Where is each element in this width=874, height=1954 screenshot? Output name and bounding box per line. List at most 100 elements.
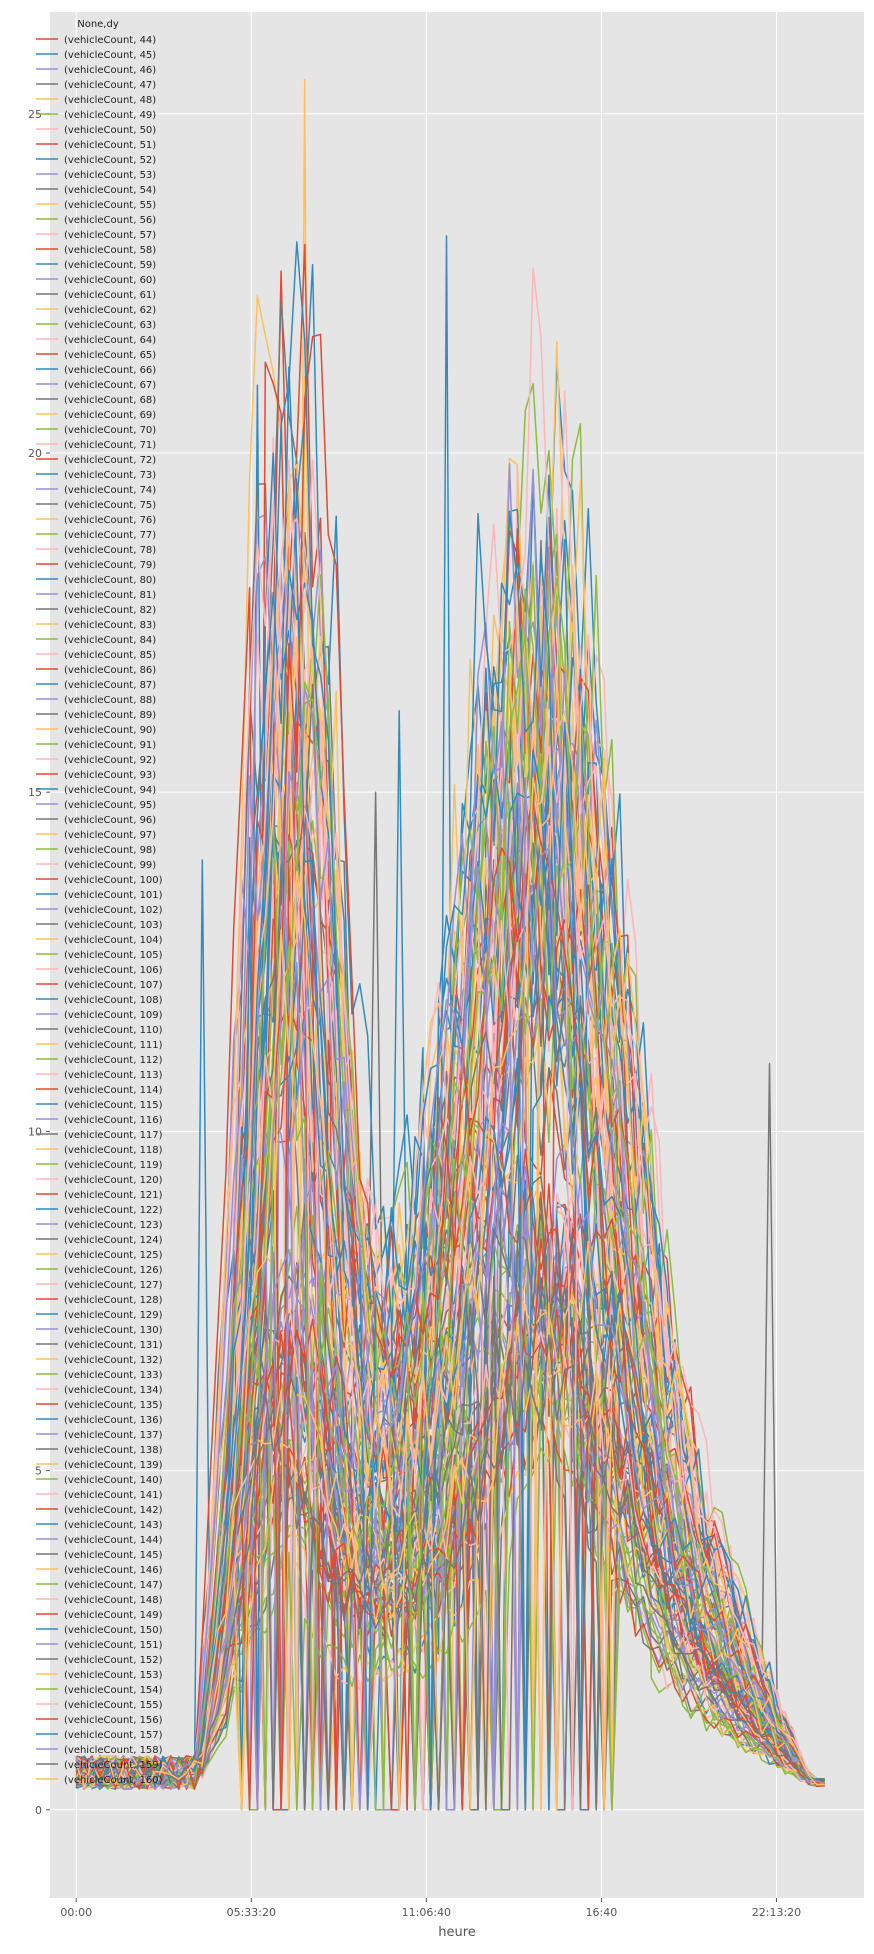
legend-entry-115: (vehicleCount, 115) (64, 1100, 163, 1111)
legend-entry-152: (vehicleCount, 152) (64, 1655, 163, 1666)
legend-entry-62: (vehicleCount, 62) (64, 305, 156, 316)
legend-entry-93: (vehicleCount, 93) (64, 770, 156, 781)
legend-entry-148: (vehicleCount, 148) (64, 1595, 163, 1606)
series-line-151 (75, 463, 825, 1790)
legend-entry-126: (vehicleCount, 126) (64, 1265, 163, 1276)
legend-entry-69: (vehicleCount, 69) (64, 410, 156, 421)
legend-entry-120: (vehicleCount, 120) (64, 1175, 163, 1186)
legend-entry-77: (vehicleCount, 77) (64, 530, 156, 541)
legend-entry-113: (vehicleCount, 113) (64, 1070, 163, 1081)
legend-entry-128: (vehicleCount, 128) (64, 1295, 163, 1306)
series-line-154 (76, 577, 825, 1811)
legend-entry-54: (vehicleCount, 54) (64, 185, 156, 196)
series-line-150 (75, 366, 825, 1811)
legend-entry-103: (vehicleCount, 103) (64, 920, 163, 931)
legend-entry-142: (vehicleCount, 142) (64, 1505, 163, 1516)
legend-entry-125: (vehicleCount, 125) (64, 1250, 163, 1261)
legend-entry-112: (vehicleCount, 112) (64, 1055, 163, 1066)
legend-entry-91: (vehicleCount, 91) (64, 740, 156, 751)
x-tick-label: 05:33:20 (227, 1906, 276, 1919)
legend-entry-58: (vehicleCount, 58) (64, 245, 156, 256)
series-lines (75, 79, 826, 1811)
legend-entry-136: (vehicleCount, 136) (64, 1415, 163, 1426)
legend-entry-95: (vehicleCount, 95) (64, 800, 156, 811)
legend-entry-130: (vehicleCount, 130) (64, 1325, 163, 1336)
x-tick-label: 00:00 (60, 1906, 92, 1919)
legend-entry-155: (vehicleCount, 155) (64, 1700, 163, 1711)
legend-entry-90: (vehicleCount, 90) (64, 725, 156, 736)
legend-entry-81: (vehicleCount, 81) (64, 590, 156, 601)
legend-entry-92: (vehicleCount, 92) (64, 755, 156, 766)
legend-entry-131: (vehicleCount, 131) (64, 1340, 163, 1351)
legend-entry-143: (vehicleCount, 143) (64, 1520, 163, 1531)
series-line-160 (75, 710, 825, 1811)
legend-entry-82: (vehicleCount, 82) (64, 605, 156, 616)
legend-entry-146: (vehicleCount, 146) (64, 1565, 163, 1576)
legend-entry-134: (vehicleCount, 134) (64, 1385, 163, 1396)
legend-entry-147: (vehicleCount, 147) (64, 1580, 163, 1591)
legend: None,dy (vehicleCount, 44) (vehicleCount,… (36, 19, 163, 1786)
legend-entry-139: (vehicleCount, 139) (64, 1460, 163, 1471)
legend-entry-109: (vehicleCount, 109) (64, 1010, 163, 1021)
legend-entry-97: (vehicleCount, 97) (64, 830, 156, 841)
legend-entry-159: (vehicleCount, 159) (64, 1760, 163, 1771)
legend-entry-160: (vehicleCount, 160) (64, 1775, 163, 1786)
legend-entry-122: (vehicleCount, 122) (64, 1205, 163, 1216)
legend-entry-68: (vehicleCount, 68) (64, 395, 156, 406)
legend-entry-76: (vehicleCount, 76) (64, 515, 156, 526)
legend-entry-80: (vehicleCount, 80) (64, 575, 156, 586)
legend-entry-104: (vehicleCount, 104) (64, 935, 163, 946)
legend-entry-100: (vehicleCount, 100) (64, 875, 163, 886)
legend-entry-63: (vehicleCount, 63) (64, 320, 156, 331)
legend-entry-89: (vehicleCount, 89) (64, 710, 156, 721)
legend-entry-55: (vehicleCount, 55) (64, 200, 156, 211)
legend-entry-158: (vehicleCount, 158) (64, 1745, 163, 1756)
legend-entry-145: (vehicleCount, 145) (64, 1550, 163, 1561)
legend-entry-83: (vehicleCount, 83) (64, 620, 156, 631)
legend-entry-71: (vehicleCount, 71) (64, 440, 156, 451)
legend-entry-117: (vehicleCount, 117) (64, 1130, 163, 1141)
legend-entry-107: (vehicleCount, 107) (64, 980, 163, 991)
legend-entry-135: (vehicleCount, 135) (64, 1400, 163, 1411)
legend-entry-137: (vehicleCount, 137) (64, 1430, 163, 1441)
legend-entry-59: (vehicleCount, 59) (64, 260, 156, 271)
legend-entry-99: (vehicleCount, 99) (64, 860, 156, 871)
legend-entry-67: (vehicleCount, 67) (64, 380, 156, 391)
legend-entry-56: (vehicleCount, 56) (64, 215, 156, 226)
legend-entry-48: (vehicleCount, 48) (64, 95, 156, 106)
series-line-159 (76, 1334, 825, 1811)
legend-entry-57: (vehicleCount, 57) (64, 230, 156, 241)
legend-entry-51: (vehicleCount, 51) (64, 140, 156, 151)
legend-entry-156: (vehicleCount, 156) (64, 1715, 163, 1726)
legend-entry-85: (vehicleCount, 85) (64, 650, 156, 661)
legend-entry-50: (vehicleCount, 50) (64, 125, 156, 136)
legend-entry-154: (vehicleCount, 154) (64, 1685, 163, 1696)
legend-entry-144: (vehicleCount, 144) (64, 1535, 163, 1546)
legend-entry-60: (vehicleCount, 60) (64, 275, 156, 286)
legend-entry-88: (vehicleCount, 88) (64, 695, 156, 706)
legend-entry-119: (vehicleCount, 119) (64, 1160, 163, 1171)
legend-entry-65: (vehicleCount, 65) (64, 350, 156, 361)
legend-entry-102: (vehicleCount, 102) (64, 905, 163, 916)
legend-entry-86: (vehicleCount, 86) (64, 665, 156, 676)
legend-entry-114: (vehicleCount, 114) (64, 1085, 163, 1096)
axis-ticks: 0 5 10 15 20 25 00:00 05:33:20 11:06:40 16:40 22:1… (28, 108, 801, 1919)
y-tick-label: 10 (28, 1125, 42, 1138)
series-line-146 (76, 1285, 825, 1811)
x-tick-label: 11:06:40 (402, 1906, 451, 1919)
legend-entry-52: (vehicleCount, 52) (64, 155, 156, 166)
legend-entry-73: (vehicleCount, 73) (64, 470, 156, 481)
legend-entry-129: (vehicleCount, 129) (64, 1310, 163, 1321)
series-line-152 (75, 1197, 826, 1811)
y-tick-label: 5 (35, 1465, 42, 1478)
x-tick-label: 16:40 (586, 1906, 618, 1919)
legend-entry-140: (vehicleCount, 140) (64, 1475, 163, 1486)
legend-entry-47: (vehicleCount, 47) (64, 80, 156, 91)
legend-entry-66: (vehicleCount, 66) (64, 365, 156, 376)
legend-entry-46: (vehicleCount, 46) (64, 65, 156, 76)
legend-entry-45: (vehicleCount, 45) (64, 50, 156, 61)
legend-entry-101: (vehicleCount, 101) (64, 890, 163, 901)
legend-entry-53: (vehicleCount, 53) (64, 170, 156, 181)
